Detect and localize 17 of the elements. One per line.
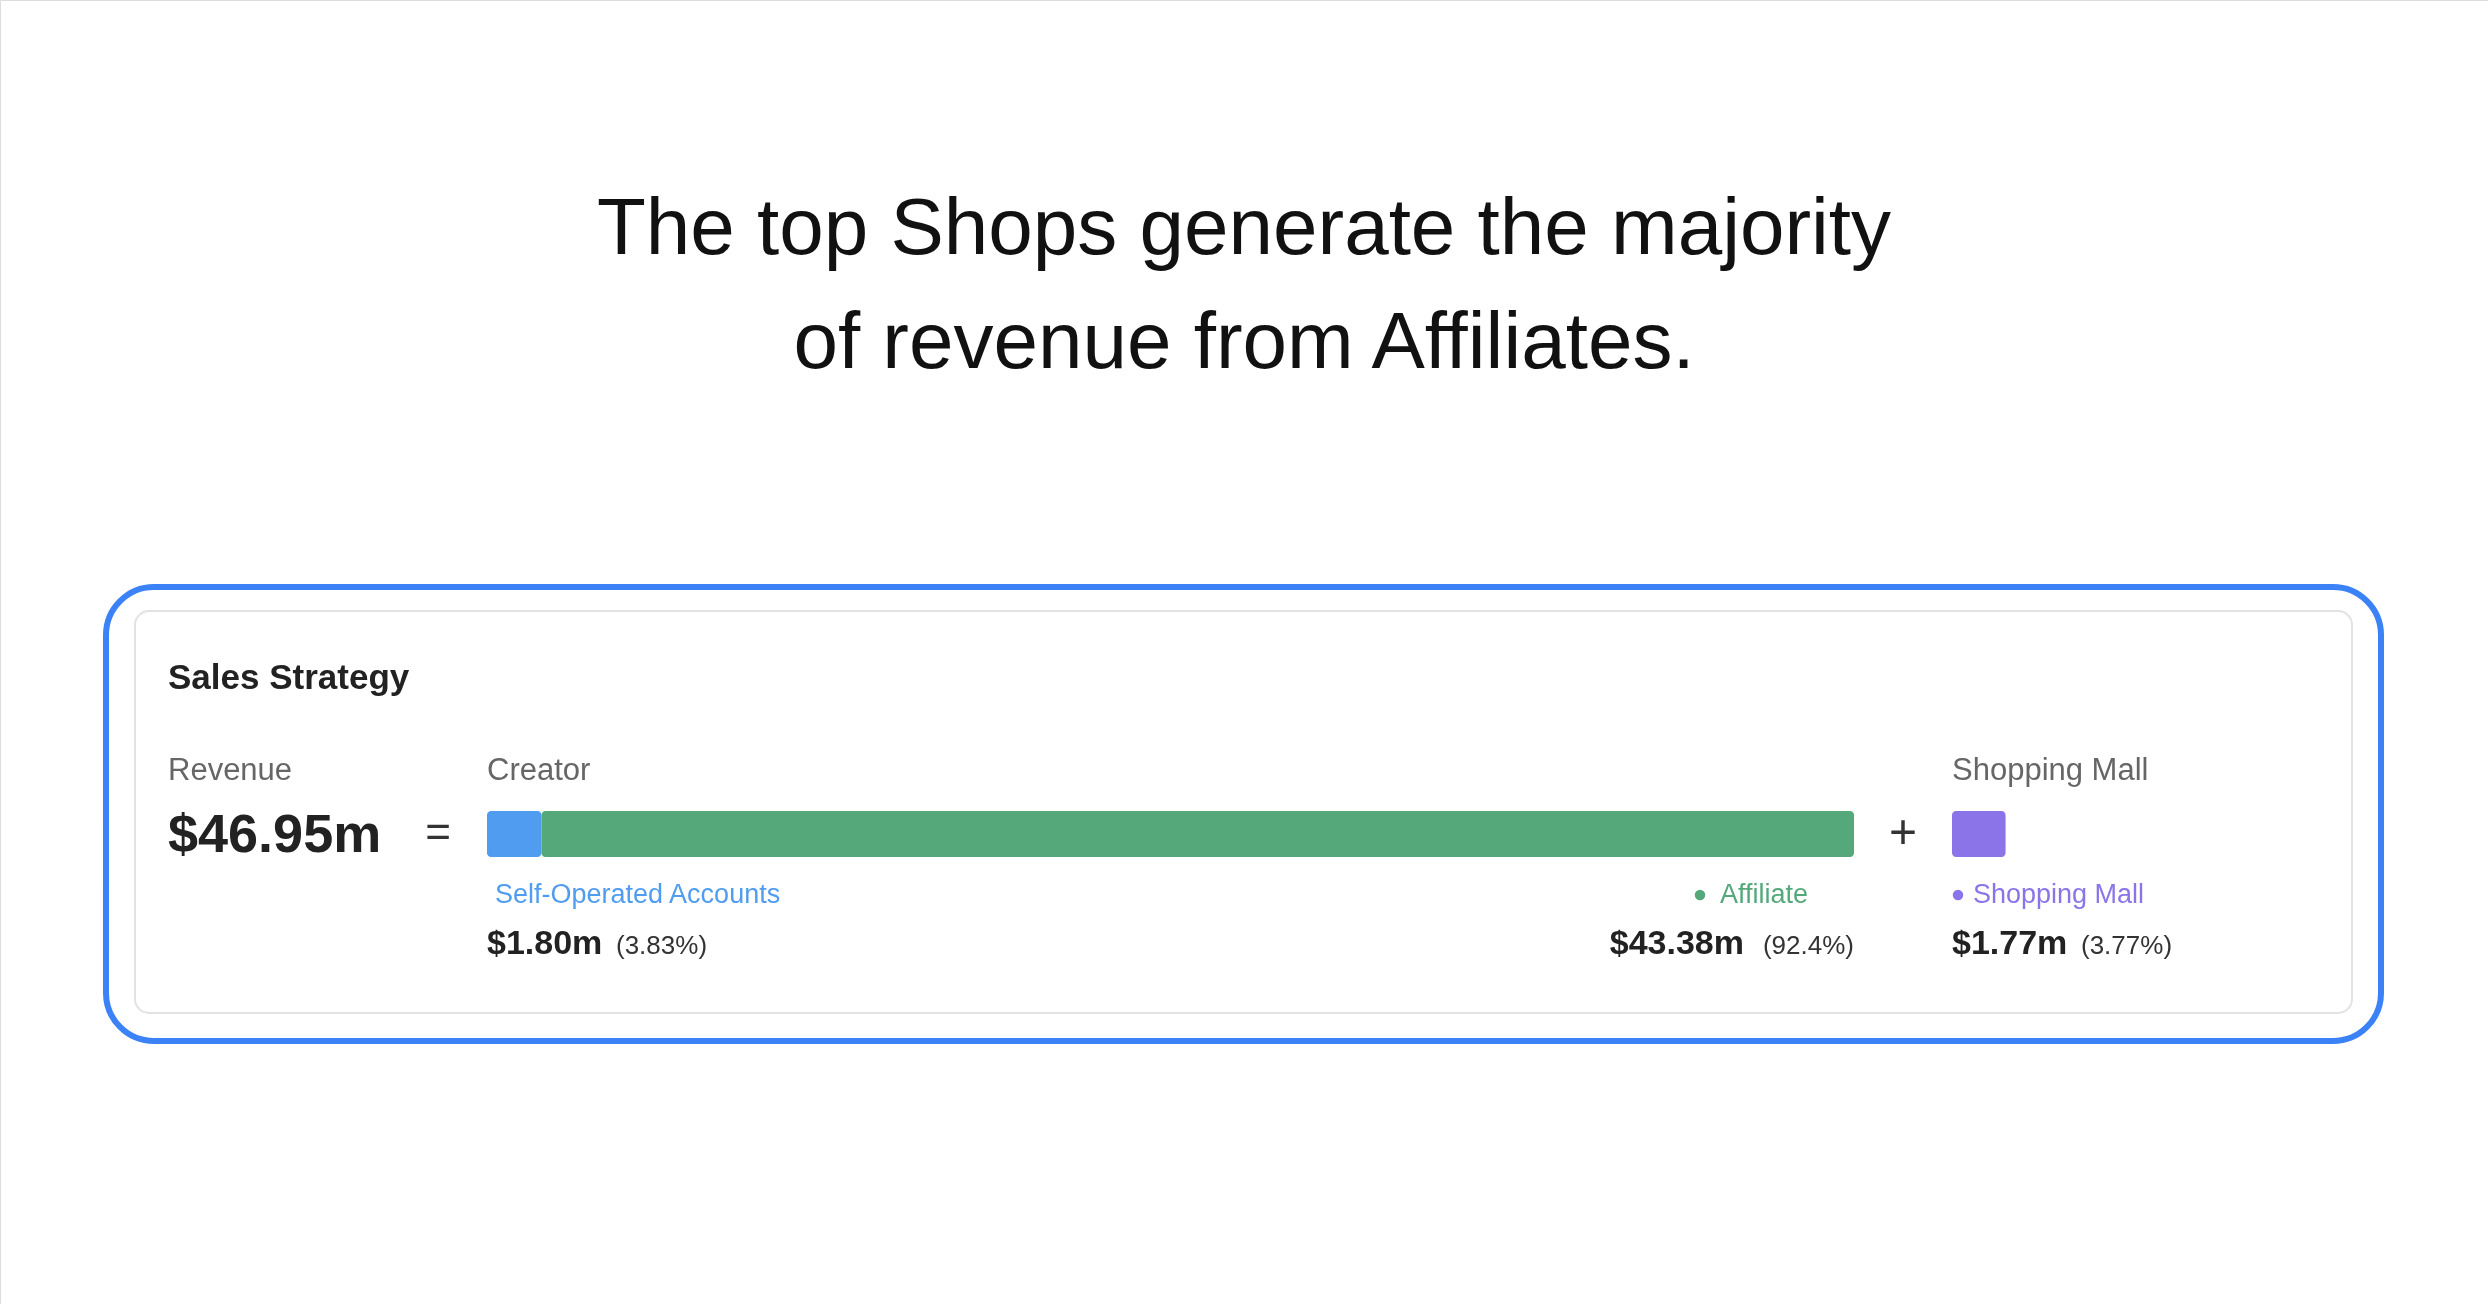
category-label: Affiliate xyxy=(1719,879,1808,909)
data-label: $43.38m xyxy=(1609,923,1744,961)
data-label: $1.80m xyxy=(487,923,603,961)
text: $46.95m xyxy=(168,803,382,863)
data-label: $1.77m xyxy=(1952,923,2068,961)
text: The top Shops generate the majority of revenue from Affiliates. xyxy=(596,182,1892,385)
text: (92.4%) xyxy=(1762,930,1854,960)
text: Sales Strategy xyxy=(168,657,410,696)
text: Creator xyxy=(487,752,591,787)
category-label: Self-Operated Accounts xyxy=(495,879,781,909)
text: (3.83%) xyxy=(616,930,708,960)
text: Shopping Mall xyxy=(1952,752,2149,787)
text: (3.77%) xyxy=(2081,930,2173,960)
category-label: Shopping Mall xyxy=(1973,879,2145,909)
text: + xyxy=(1888,805,1918,858)
text: Revenue xyxy=(168,752,293,787)
text: = xyxy=(425,807,451,856)
